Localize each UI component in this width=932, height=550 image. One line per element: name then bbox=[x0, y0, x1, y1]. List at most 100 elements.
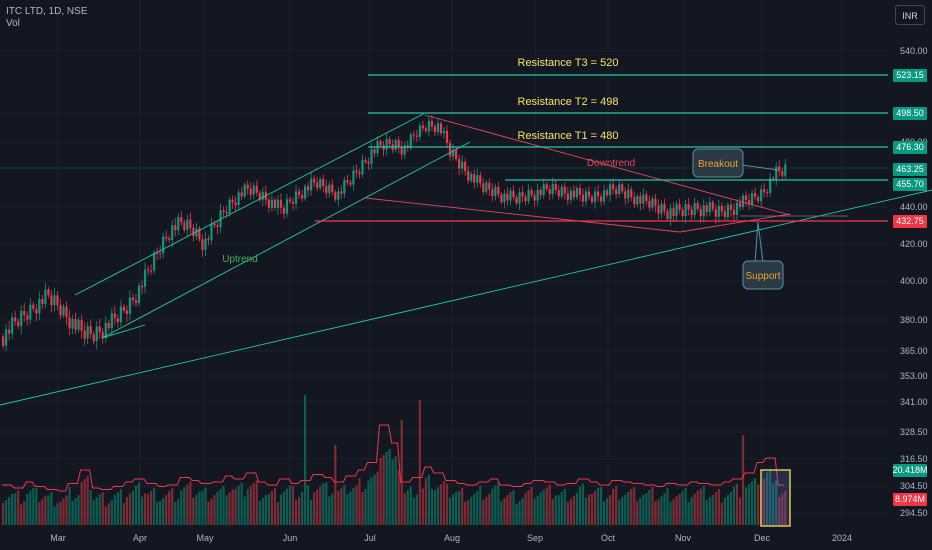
volume-bar bbox=[38, 502, 41, 525]
candle-body bbox=[708, 202, 711, 213]
y-tick-label: 400.00 bbox=[900, 276, 928, 286]
candle-body bbox=[291, 201, 295, 204]
candle-body bbox=[464, 161, 467, 172]
volume-bar bbox=[524, 492, 527, 525]
volume-bar bbox=[355, 485, 358, 525]
candle-body bbox=[735, 202, 739, 215]
volume-bar bbox=[68, 486, 71, 525]
volume-bar bbox=[482, 499, 485, 525]
candle-body bbox=[243, 184, 246, 197]
candle-body bbox=[168, 238, 171, 241]
candle-body bbox=[364, 159, 367, 162]
candle-body bbox=[26, 315, 29, 320]
volume-bar bbox=[569, 498, 572, 525]
volume-bar bbox=[340, 487, 343, 525]
candle-body bbox=[678, 204, 681, 210]
volume-bar bbox=[53, 506, 56, 525]
volume-bar bbox=[159, 501, 162, 525]
volume-bar bbox=[769, 469, 772, 525]
candle-body bbox=[171, 225, 174, 241]
y-tick-label: 316.50 bbox=[900, 454, 928, 464]
volume-bar bbox=[137, 482, 141, 525]
candle-body bbox=[361, 159, 364, 175]
candle-body bbox=[270, 199, 273, 208]
candle-body bbox=[533, 195, 536, 201]
price-tag-bg bbox=[893, 464, 927, 477]
volume-bar bbox=[334, 445, 337, 525]
volume-bar bbox=[343, 484, 346, 525]
volume-bar bbox=[270, 491, 273, 525]
volume-bar bbox=[412, 497, 415, 525]
volume-bar bbox=[551, 498, 554, 525]
candle-body bbox=[231, 199, 234, 203]
volume-bar bbox=[750, 481, 754, 525]
candle-body bbox=[83, 330, 86, 339]
candle-body bbox=[140, 285, 144, 287]
volume-bar bbox=[2, 503, 5, 525]
volume-bar bbox=[672, 498, 675, 525]
candle-body bbox=[325, 186, 328, 194]
candle-body bbox=[74, 319, 77, 330]
volume-bar bbox=[316, 489, 319, 525]
candle-body bbox=[729, 204, 733, 210]
volume-bar bbox=[80, 482, 83, 525]
volume-bar bbox=[533, 498, 536, 525]
candle-body bbox=[95, 326, 98, 342]
volume-ma-line bbox=[2, 424, 785, 492]
candle-body bbox=[261, 191, 264, 200]
candle-body bbox=[355, 170, 358, 173]
resistance-t1-label: Resistance T1 = 480 bbox=[518, 130, 619, 142]
support-callout-pointer bbox=[754, 221, 764, 264]
volume-bar bbox=[545, 487, 548, 525]
x-tick-label: Aug bbox=[444, 533, 460, 543]
volume-bar bbox=[337, 490, 340, 525]
candle-body bbox=[557, 190, 560, 197]
candle-body bbox=[741, 195, 745, 207]
candle-body bbox=[699, 208, 702, 217]
candle-body bbox=[542, 184, 545, 196]
candle-body bbox=[68, 317, 71, 329]
candle-body bbox=[606, 190, 609, 196]
candle-body bbox=[687, 204, 690, 210]
channel-base-line bbox=[101, 324, 146, 339]
candle-body bbox=[195, 228, 198, 237]
candle-body bbox=[59, 305, 62, 316]
candle-body bbox=[177, 217, 180, 231]
volume-indicator-label: Vol bbox=[6, 18, 20, 29]
volume-bar bbox=[385, 452, 388, 525]
candle-body bbox=[602, 190, 606, 202]
candle-body bbox=[427, 120, 431, 132]
volume-bar bbox=[29, 490, 32, 525]
volume-bar bbox=[479, 485, 482, 525]
volume-bar bbox=[723, 497, 726, 525]
candle-body bbox=[657, 205, 660, 214]
volume-bar bbox=[240, 482, 243, 525]
candle-body bbox=[174, 225, 177, 231]
candle-body bbox=[98, 326, 101, 333]
candle-body bbox=[705, 205, 708, 213]
candle-body bbox=[572, 190, 575, 198]
candle-body bbox=[267, 199, 270, 208]
volume-bar bbox=[494, 485, 497, 525]
candle-body bbox=[249, 188, 252, 195]
volume-bar bbox=[255, 480, 258, 525]
volume-bar bbox=[693, 493, 696, 525]
candle-body bbox=[222, 210, 225, 212]
candle-body bbox=[162, 236, 165, 254]
candle-body bbox=[530, 189, 533, 196]
candle-body bbox=[639, 196, 642, 204]
volume-bar bbox=[645, 493, 648, 525]
volume-bar bbox=[74, 497, 77, 525]
x-tick-label: Mar bbox=[50, 533, 66, 543]
candle-body bbox=[131, 297, 135, 301]
volume-bar bbox=[687, 502, 690, 525]
candle-body bbox=[225, 212, 228, 214]
currency-button[interactable]: INR bbox=[895, 5, 925, 25]
volume-bar bbox=[264, 494, 267, 525]
volume-bar bbox=[388, 449, 391, 525]
volume-bar bbox=[319, 486, 322, 525]
candle-body bbox=[593, 191, 597, 203]
candle-body bbox=[491, 189, 494, 197]
candle-body bbox=[128, 297, 132, 315]
